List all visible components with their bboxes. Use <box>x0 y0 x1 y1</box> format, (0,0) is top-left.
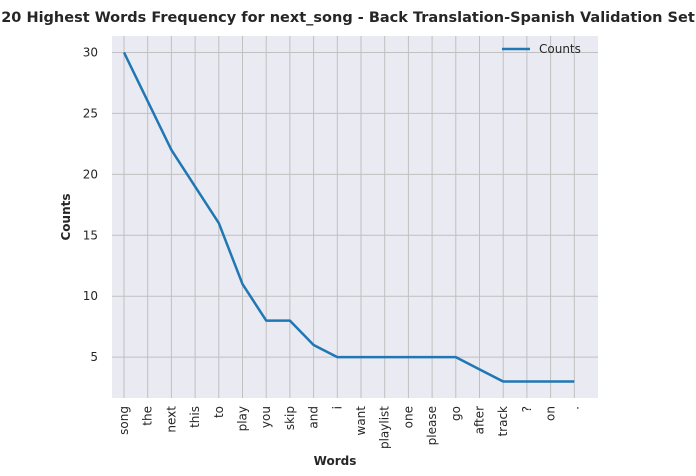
y-axis-label: Counts <box>59 193 73 240</box>
x-tick-label: next <box>164 406 178 433</box>
x-tick-label: song <box>117 406 131 435</box>
chart-title: 20 Highest Words Frequency for next_song… <box>1 10 695 26</box>
x-axis-ticks: song the next this to play you skip and i want play… <box>117 406 581 449</box>
y-tick-label: 25 <box>83 106 98 120</box>
x-tick-label: this <box>188 406 202 428</box>
y-tick-label: 20 <box>83 167 98 181</box>
x-tick-label: after <box>473 406 487 434</box>
x-tick-label: i <box>330 406 344 409</box>
x-tick-label: and <box>307 406 321 429</box>
x-tick-label: ? <box>520 406 534 412</box>
series-lines <box>122 51 575 383</box>
x-tick-label: to <box>212 406 226 418</box>
y-tick-label: 15 <box>83 228 98 242</box>
plot-area <box>112 36 598 398</box>
legend-label: Counts <box>539 42 581 56</box>
x-tick-label: please <box>425 406 439 445</box>
x-tick-label: the <box>141 406 155 426</box>
x-tick-label: want <box>354 406 368 436</box>
y-tick-label: 10 <box>83 289 98 303</box>
y-tick-label: 5 <box>90 350 98 364</box>
x-tick-label: play <box>236 406 250 431</box>
x-tick-label: track <box>496 406 510 437</box>
x-tick-label: on <box>544 406 558 421</box>
x-tick-label: you <box>259 406 273 428</box>
x-tick-label: one <box>401 406 415 428</box>
y-tick-label: 30 <box>83 45 98 59</box>
x-tick-label: go <box>449 406 463 421</box>
grid <box>112 36 598 398</box>
x-axis-label: Words <box>314 454 357 468</box>
series-line <box>122 51 575 383</box>
x-tick-label: skip <box>283 406 297 430</box>
y-axis-ticks: 5 10 15 20 25 30 <box>83 45 98 364</box>
legend: Counts <box>502 42 581 56</box>
x-tick-label: playlist <box>378 406 392 449</box>
x-tick-label: . <box>567 406 581 410</box>
